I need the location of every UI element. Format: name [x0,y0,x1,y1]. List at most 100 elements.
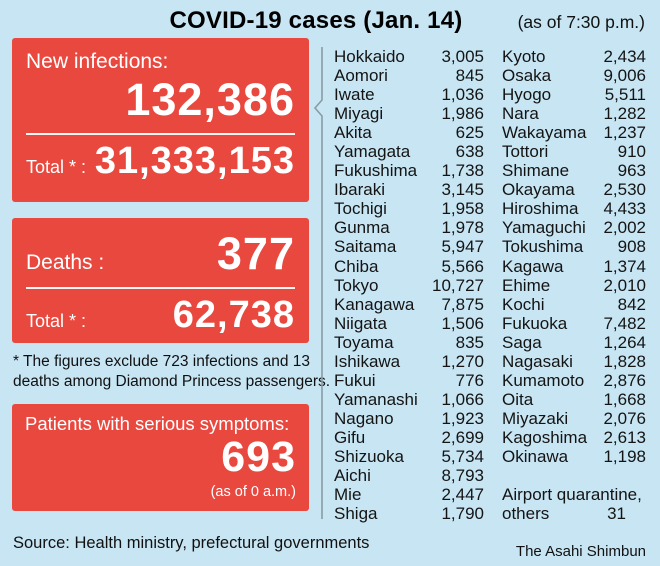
serious-as-of: (as of 0 a.m.) [210,484,296,501]
prefecture-name: Chiba [334,256,379,276]
prefecture-row: Shiga 1,790 [334,504,484,523]
prefecture-count: 910 [617,142,646,162]
prefecture-name: Kanagawa [334,294,415,314]
prefecture-name: Niigata [334,313,387,333]
prefecture-name: Osaka [502,66,552,86]
prefecture-count: 4,433 [603,199,646,219]
prefecture-count: 5,947 [441,237,484,257]
prefecture-name: Nagano [334,408,394,428]
prefecture-row: Yamanashi 1,066 [334,390,484,409]
prefecture-count: 845 [455,66,484,86]
prefecture-list-left: Hokkaido 3,005 Aomori 845 Iwate 1,036 Mi… [334,47,484,523]
prefecture-row: Fukushima 1,738 [334,161,484,180]
prefecture-count: 625 [455,123,484,143]
prefecture-row: Oita 1,668 [502,390,646,409]
prefecture-row: Yamaguchi 2,002 [502,218,646,237]
prefecture-row: Saga 1,264 [502,333,646,352]
prefecture-count: 842 [617,294,646,314]
prefecture-row: Gunma 1,978 [334,218,484,237]
prefecture-name: Kyoto [502,47,546,66]
total-deaths-value: 62,738 [172,294,295,337]
prefecture-count: 1,198 [603,446,646,466]
prefecture-count: 10,727 [432,275,484,295]
prefecture-name: Kagawa [502,256,564,276]
prefecture-row: Aomori 845 [334,66,484,85]
total-deaths-label: Total * : [26,311,87,332]
prefecture-row: Kyoto 2,434 [502,47,646,66]
prefecture-name: Kagoshima [502,427,588,447]
prefecture-count: 1,036 [441,85,484,105]
prefecture-row: Hokkaido 3,005 [334,47,484,66]
prefecture-count: 8,793 [441,466,484,486]
prefecture-row: Kanagawa 7,875 [334,295,484,314]
prefecture-count: 1,668 [603,389,646,409]
prefecture-count: 2,076 [603,408,646,428]
prefecture-row: Hyogo 5,511 [502,85,646,104]
prefecture-name: Kochi [502,294,545,314]
prefecture-name: Shiga [334,504,378,524]
prefecture-name: Aomori [334,66,388,86]
prefecture-name: Okayama [502,180,575,200]
prefecture-count: 5,734 [441,446,484,466]
prefecture-row: Osaka 9,006 [502,66,646,85]
prefecture-row: Fukui 776 [334,371,484,390]
prefecture-count: 835 [455,332,484,352]
as-of-time: (as of 7:30 p.m.) [517,12,645,32]
prefecture-count: 2,002 [603,218,646,238]
prefecture-count: 1,978 [441,218,484,238]
prefecture-name: Aichi [334,466,371,486]
prefecture-name: Yamaguchi [502,218,586,238]
prefecture-count: 963 [617,161,646,181]
prefecture-count: 9,006 [603,66,646,86]
prefecture-name: Fukushima [334,161,418,181]
airport-quarantine-count: 31 [607,504,626,524]
deaths-value: 377 [216,228,295,279]
new-infections-panel: New infections: 132,386 Total * : 31,333… [12,38,309,202]
airport-quarantine-label-line1: Airport quarantine, [502,485,642,505]
prefecture-count: 7,482 [603,313,646,333]
prefecture-count: 1,066 [441,389,484,409]
prefecture-count: 1,270 [441,351,484,371]
prefecture-count: 1,282 [603,104,646,124]
prefecture-row: Hiroshima 4,433 [502,199,646,218]
prefecture-name: Hokkaido [334,47,405,66]
prefecture-name: Ibaraki [334,180,386,200]
prefecture-row: Iwate 1,036 [334,85,484,104]
prefecture-name: Shimane [502,161,570,181]
prefecture-row: Saitama 5,947 [334,237,484,256]
total-infections-label: Total * : [26,157,87,178]
prefecture-name: Tochigi [334,199,387,219]
prefecture-count: 3,005 [441,47,484,66]
prefecture-list-right: Kyoto 2,434 Osaka 9,006 Hyogo 5,511 Nara… [502,47,646,523]
airport-quarantine-entry: Airport quarantine, others 31 [502,485,646,523]
prefecture-row: Ibaraki 3,145 [334,180,484,199]
prefecture-row: Ishikawa 1,270 [334,352,484,371]
prefecture-name: Yamanashi [334,389,418,409]
prefecture-row: Akita 625 [334,123,484,142]
prefecture-name: Oita [502,389,534,409]
prefecture-name: Ehime [502,275,551,295]
prefecture-name: Okinawa [502,446,569,466]
prefecture-name: Kumamoto [502,370,585,390]
prefecture-name: Hiroshima [502,199,579,219]
prefecture-count: 638 [455,142,484,162]
prefecture-row: Mie 2,447 [334,485,484,504]
prefecture-name: Wakayama [502,123,587,143]
prefecture-count: 776 [455,370,484,390]
prefecture-count: 3,145 [441,180,484,200]
airport-quarantine-label-line2: others [502,504,550,524]
prefecture-name: Tottori [502,142,549,162]
serious-symptoms-panel: Patients with serious symptoms: 693 (as … [12,404,309,511]
prefecture-row: Kagoshima 2,613 [502,428,646,447]
prefecture-count: 2,010 [603,275,646,295]
prefecture-name: Gifu [334,427,366,447]
prefecture-count: 1,374 [603,256,646,276]
prefecture-row: Tochigi 1,958 [334,199,484,218]
prefecture-name: Nagasaki [502,351,573,371]
prefecture-count: 2,434 [603,47,646,66]
prefecture-name: Fukui [334,370,376,390]
prefecture-count: 2,530 [603,180,646,200]
prefecture-name: Miyazaki [502,408,569,428]
prefecture-name: Hyogo [502,85,552,105]
prefecture-row: Miyazaki 2,076 [502,409,646,428]
